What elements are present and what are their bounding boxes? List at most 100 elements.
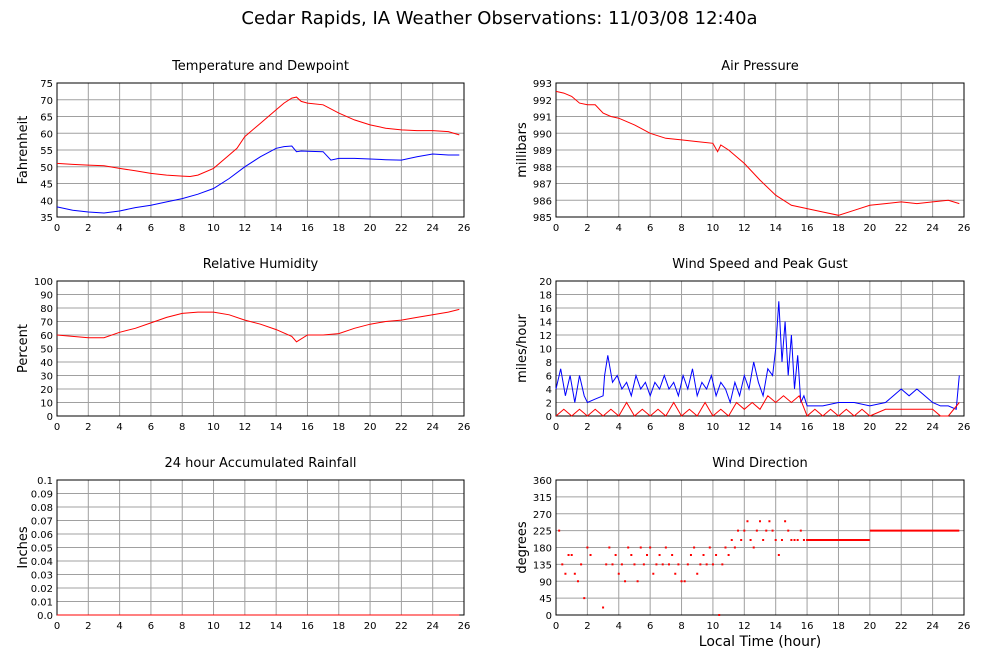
y-tick-label: 55 — [40, 146, 53, 157]
y-tick-label: 225 — [533, 527, 552, 538]
data-point — [624, 580, 627, 583]
y-tick-label: 0.02 — [31, 584, 53, 595]
x-tick-label: 2 — [85, 223, 91, 234]
x-tick-label: 2 — [584, 621, 590, 632]
y-tick-label: 20 — [539, 277, 552, 288]
y-axis-label: Fahrenheit — [16, 116, 31, 185]
y-tick-label: 0.03 — [31, 571, 53, 582]
x-tick-label: 18 — [832, 621, 845, 632]
x-tick-label: 0 — [54, 223, 60, 234]
data-point — [664, 546, 667, 549]
data-point — [780, 539, 783, 541]
data-point — [627, 546, 630, 549]
data-point — [633, 563, 636, 566]
data-point — [715, 554, 718, 556]
y-tick-label: 35 — [40, 213, 53, 224]
data-point — [677, 563, 680, 566]
y-tick-label: 0 — [546, 611, 552, 622]
chart-panel-4: 0 2 4 6 8 10 12 14 16 18 20 22 24 260.00.010.020.030.… — [16, 456, 470, 632]
series-line-0 — [555, 301, 960, 411]
x-tick-label: 6 — [647, 621, 653, 632]
chart-title: Wind Direction — [712, 456, 808, 471]
chart-panel-5: 0 2 4 6 8 10 12 14 16 18 20 22 24 2604590135180225270… — [515, 456, 970, 632]
data-point — [774, 539, 777, 541]
data-point — [617, 572, 620, 575]
data-point — [743, 529, 746, 532]
data-point — [674, 572, 677, 575]
data-point — [708, 546, 711, 549]
y-tick-label: 100 — [34, 277, 53, 288]
y-tick-label: 65 — [40, 113, 53, 124]
data-point — [755, 529, 758, 532]
x-tick-label: 6 — [148, 422, 154, 433]
y-tick-label: 985 — [533, 213, 552, 224]
data-point — [567, 554, 570, 556]
y-tick-label: 90 — [40, 291, 53, 302]
data-point — [602, 606, 605, 609]
data-point — [737, 529, 740, 532]
plot-frame — [555, 82, 965, 218]
chart-title: Wind Speed and Peak Gust — [672, 257, 847, 272]
x-tick-label: 8 — [179, 422, 185, 433]
data-point — [570, 554, 573, 556]
x-tick-label: 26 — [458, 422, 471, 433]
data-point — [796, 539, 799, 541]
x-tick-label: 14 — [769, 223, 782, 234]
x-tick-label: 6 — [148, 223, 154, 234]
y-tick-label: 990 — [533, 129, 552, 140]
x-tick-label: 20 — [364, 422, 377, 433]
x-tick-label: 26 — [458, 621, 471, 632]
y-tick-label: 0 — [47, 412, 53, 423]
x-tick-label: 14 — [769, 422, 782, 433]
x-tick-label: 10 — [707, 223, 720, 234]
x-tick-label: 24 — [926, 223, 939, 234]
data-point — [784, 520, 787, 523]
data-point — [721, 563, 724, 566]
y-tick-label: 991 — [533, 113, 552, 124]
x-tick-label: 4 — [616, 422, 622, 433]
data-point — [790, 539, 793, 541]
data-point — [702, 554, 705, 556]
data-point — [724, 546, 727, 549]
y-tick-label: 0.05 — [31, 544, 53, 555]
data-point — [561, 563, 564, 566]
x-tick-label: 0 — [553, 223, 559, 234]
x-tick-label: 2 — [584, 422, 590, 433]
data-point — [749, 539, 752, 541]
chart-panel-2: 0 2 4 6 8 10 12 14 16 18 20 22 24 2601020304050607080… — [16, 257, 470, 433]
x-tick-label: 22 — [395, 422, 408, 433]
x-tick-label: 0 — [553, 621, 559, 632]
x-tick-label: 16 — [801, 621, 814, 632]
data-point — [558, 529, 561, 532]
y-tick-label: 75 — [40, 79, 53, 90]
x-tick-label: 18 — [332, 422, 345, 433]
y-tick-label: 0.07 — [31, 517, 53, 528]
y-axis-label: Inches — [16, 526, 31, 568]
chart-title: Temperature and Dewpoint — [171, 59, 349, 74]
x-tick-label: 0 — [54, 422, 60, 433]
data-point — [705, 563, 708, 566]
x-tick-label: 14 — [769, 621, 782, 632]
x-tick-label: 4 — [116, 422, 122, 433]
x-tick-label: 26 — [958, 223, 971, 234]
y-tick-label: 40 — [40, 196, 53, 207]
y-tick-label: 180 — [533, 544, 552, 555]
x-tick-label: 14 — [270, 422, 283, 433]
data-point — [605, 563, 608, 566]
chart-title: Air Pressure — [721, 59, 799, 74]
x-tick-label: 20 — [863, 223, 876, 234]
x-tick-label: 16 — [801, 223, 814, 234]
data-point — [762, 539, 765, 541]
y-axis-label: miles/hour — [515, 313, 530, 382]
plot-frame — [555, 479, 965, 616]
x-tick-label: 12 — [738, 223, 751, 234]
x-tick-label: 18 — [832, 422, 845, 433]
data-point — [740, 539, 743, 541]
x-tick-label: 4 — [116, 621, 122, 632]
y-tick-label: 40 — [40, 358, 53, 369]
y-tick-label: 45 — [539, 594, 552, 605]
x-tick-label: 24 — [926, 621, 939, 632]
x-tick-label: 8 — [678, 422, 684, 433]
